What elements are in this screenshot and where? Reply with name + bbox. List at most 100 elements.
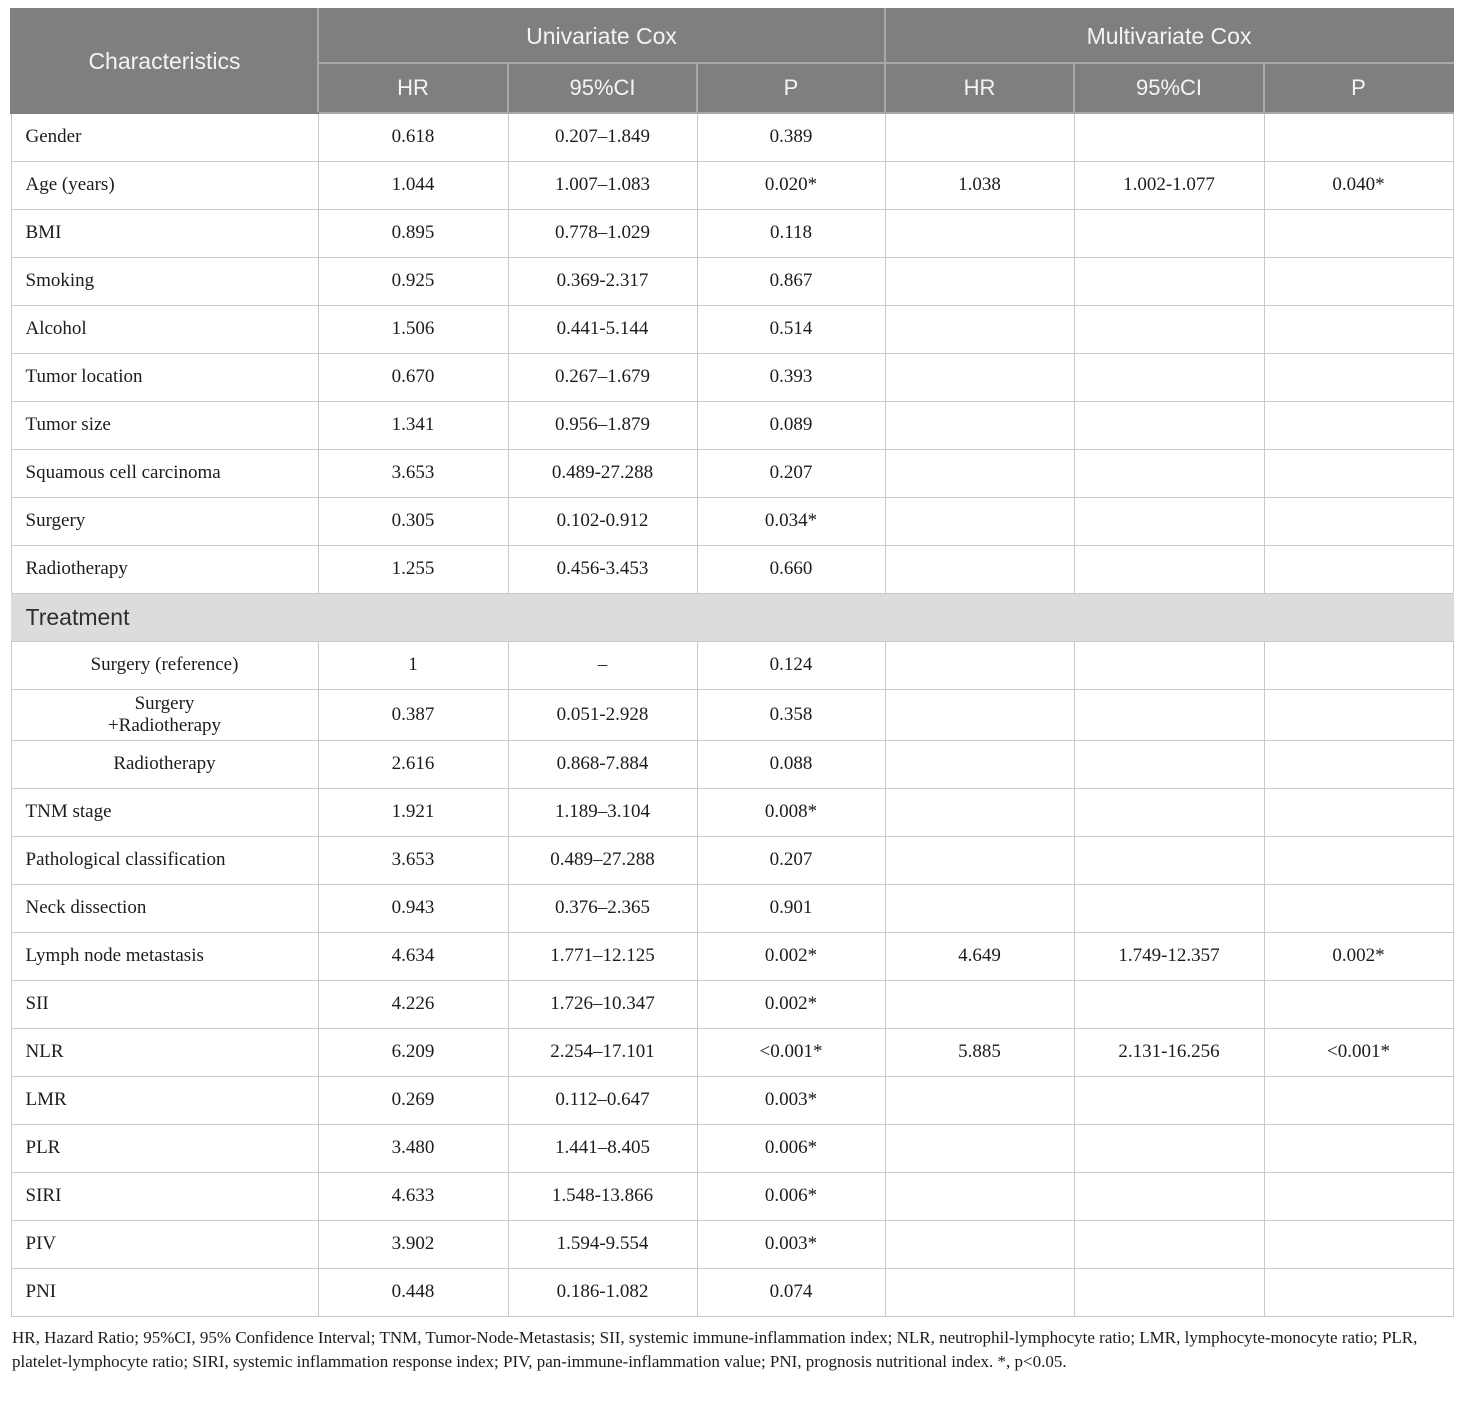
uni-hr-cell: 1.506 (317, 304, 509, 354)
uni-ci-cell: 1.548-13.866 (507, 1171, 698, 1221)
uni-hr-cell: 1 (317, 640, 509, 690)
multi-ci-cell (1073, 1075, 1265, 1125)
uni-p-cell: 0.118 (696, 208, 886, 258)
uni-ci-cell: 0.489–27.288 (507, 835, 698, 885)
uni-hr-cell: 6.209 (317, 1027, 509, 1077)
uni-hr-cell: 0.269 (317, 1075, 509, 1125)
uni-ci-cell: 0.956–1.879 (507, 400, 698, 450)
multi-p-cell (1263, 979, 1454, 1029)
row-label: Surgery (10, 496, 319, 546)
uni-ci-cell: 1.189–3.104 (507, 787, 698, 837)
table-body: Gender 0.618 0.207–1.849 0.389 Age (years) 1.… (10, 112, 1454, 1317)
col-header-characteristics: Characteristics (10, 8, 319, 114)
uni-hr-cell: 1.341 (317, 400, 509, 450)
uni-p-cell: <0.001* (696, 1027, 886, 1077)
header-group-row: Characteristics Univariate Cox Multivari… (10, 8, 1455, 114)
section-row: Treatment (10, 592, 1454, 642)
multi-hr-cell (884, 448, 1075, 498)
row-label: Alcohol (10, 304, 319, 354)
multi-hr-cell (884, 1123, 1075, 1173)
uni-hr-cell: 1.921 (317, 787, 509, 837)
multi-hr-cell (884, 544, 1075, 594)
multi-ci-cell (1073, 400, 1265, 450)
multi-hr-cell (884, 1219, 1075, 1269)
uni-p-cell: 0.393 (696, 352, 886, 402)
uni-hr-cell: 0.387 (317, 688, 509, 741)
uni-p-cell: 0.008* (696, 787, 886, 837)
uni-hr-cell: 4.226 (317, 979, 509, 1029)
row-label: NLR (10, 1027, 319, 1077)
multi-ci-cell (1073, 448, 1265, 498)
multi-hr-cell (884, 400, 1075, 450)
multi-hr-cell (884, 1171, 1075, 1221)
uni-p-cell: 0.389 (696, 112, 886, 162)
multi-ci-cell (1073, 256, 1265, 306)
uni-p-cell: 0.020* (696, 160, 886, 210)
multi-p-cell (1263, 1171, 1454, 1221)
table-row: Surgery 0.305 0.102-0.912 0.034* (10, 496, 1454, 546)
row-label: Surgery (reference) (10, 640, 319, 690)
uni-ci-cell: 1.441–8.405 (507, 1123, 698, 1173)
uni-ci-cell: 0.778–1.029 (507, 208, 698, 258)
multi-p-cell (1263, 544, 1454, 594)
section-label: Treatment (10, 592, 1454, 642)
multi-ci-cell (1073, 112, 1265, 162)
uni-ci-cell: 0.489-27.288 (507, 448, 698, 498)
table-row: PLR 3.480 1.441–8.405 0.006* (10, 1123, 1454, 1173)
table-row: Radiotherapy 2.616 0.868-7.884 0.088 (10, 739, 1454, 789)
multi-p-cell (1263, 1267, 1454, 1317)
uni-ci-cell: 0.441-5.144 (507, 304, 698, 354)
uni-p-cell: 0.002* (696, 979, 886, 1029)
table-row: Pathological classification 3.653 0.489–27… (10, 835, 1454, 885)
col-header-multi-hr: HR (884, 62, 1076, 114)
uni-ci-cell: 0.456-3.453 (507, 544, 698, 594)
col-group-univariate-cox: Univariate Cox (316, 8, 887, 64)
multi-p-cell (1263, 787, 1454, 837)
uni-hr-cell: 1.044 (317, 160, 509, 210)
table-row: Tumor location 0.670 0.267–1.679 0.393 (10, 352, 1454, 402)
cox-regression-table: Characteristics Univariate Cox Multivari… (10, 8, 1455, 1317)
uni-p-cell: 0.088 (696, 739, 886, 789)
multi-ci-cell (1073, 1123, 1265, 1173)
uni-p-cell: 0.074 (696, 1267, 886, 1317)
uni-hr-cell: 0.305 (317, 496, 509, 546)
uni-p-cell: 0.006* (696, 1123, 886, 1173)
multi-p-cell (1263, 208, 1454, 258)
table-row: TNM stage 1.921 1.189–3.104 0.008* (10, 787, 1454, 837)
uni-p-cell: 0.207 (696, 448, 886, 498)
row-label: PNI (10, 1267, 319, 1317)
multi-ci-cell (1073, 883, 1265, 933)
table-row: Lymph node metastasis 4.634 1.771–12.125 0.… (10, 931, 1454, 981)
multi-p-cell: 0.002* (1263, 931, 1454, 981)
table-row: Surgery +Radiotherapy 0.387 0.051-2.928 0.3… (10, 688, 1454, 741)
multi-ci-cell (1073, 496, 1265, 546)
multi-ci-cell (1073, 835, 1265, 885)
row-label: Surgery +Radiotherapy (10, 688, 319, 741)
multi-p-cell (1263, 688, 1454, 741)
table-row: NLR 6.209 2.254–17.101 <0.001* 5.885 2.131-16… (10, 1027, 1454, 1077)
row-label: Gender (10, 112, 319, 162)
uni-ci-cell: 0.102-0.912 (507, 496, 698, 546)
row-label: Age (years) (10, 160, 319, 210)
table-footnote: HR, Hazard Ratio; 95%CI, 95% Confidence … (12, 1327, 1418, 1372)
col-header-uni-ci: 95%CI (507, 62, 698, 114)
uni-p-cell: 0.003* (696, 1075, 886, 1125)
uni-p-cell: 0.660 (696, 544, 886, 594)
row-label: TNM stage (10, 787, 319, 837)
multi-hr-cell (884, 739, 1075, 789)
multi-p-cell: <0.001* (1263, 1027, 1454, 1077)
uni-p-cell: 0.207 (696, 835, 886, 885)
table-row: SII 4.226 1.726–10.347 0.002* (10, 979, 1454, 1029)
table-row: Neck dissection 0.943 0.376–2.365 0.901 (10, 883, 1454, 933)
multi-hr-cell (884, 112, 1075, 162)
uni-ci-cell: 1.594-9.554 (507, 1219, 698, 1269)
multi-hr-cell (884, 835, 1075, 885)
multi-hr-cell (884, 883, 1075, 933)
multi-ci-cell (1073, 739, 1265, 789)
table-row: Surgery (reference) 1–0.124 (10, 640, 1454, 690)
multi-ci-cell (1073, 640, 1265, 690)
multi-p-cell: 0.040* (1263, 160, 1454, 210)
multi-hr-cell (884, 640, 1075, 690)
row-label: Neck dissection (10, 883, 319, 933)
multi-hr-cell (884, 256, 1075, 306)
